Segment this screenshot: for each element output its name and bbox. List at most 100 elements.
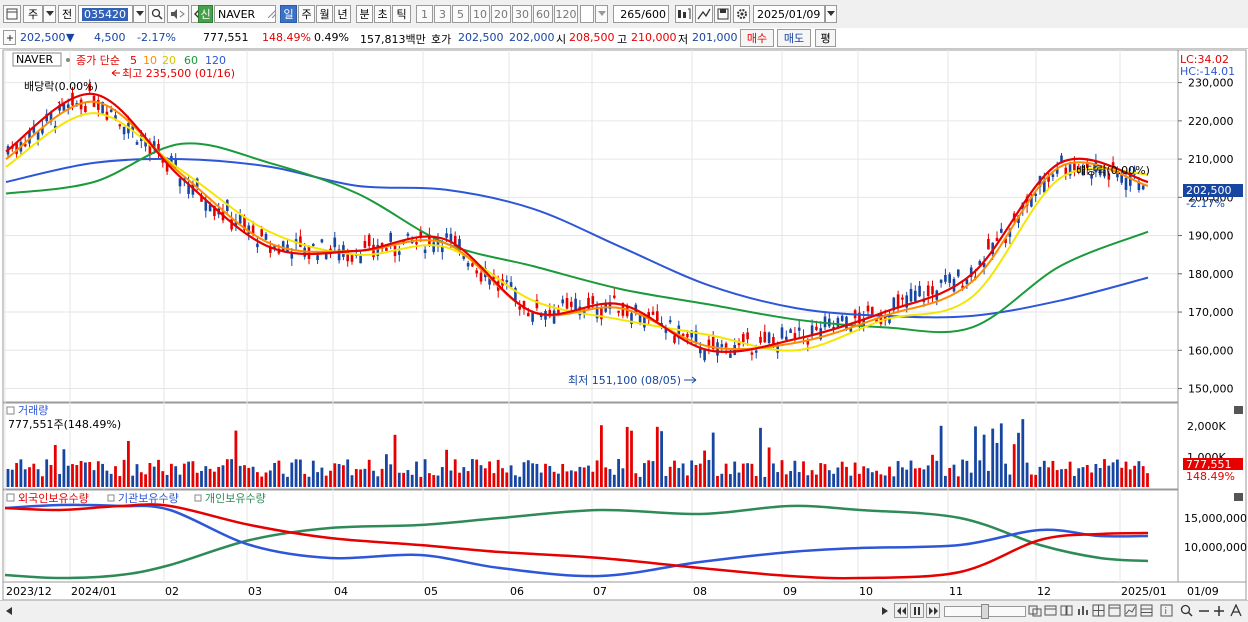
first-page-icon[interactable] <box>894 603 908 618</box>
x-tick-label: 12 <box>1037 585 1051 598</box>
evaluate-button[interactable]: 평 <box>815 29 836 47</box>
drawing-tool-icon[interactable] <box>695 5 713 23</box>
interval-1[interactable]: 1 <box>416 5 433 23</box>
volume-bar <box>578 466 582 487</box>
volume-panel-close-icon[interactable] <box>1234 406 1243 414</box>
stock-type-dropdown[interactable] <box>43 5 56 23</box>
panel-icon[interactable] <box>1108 604 1122 618</box>
volume-bar <box>440 467 444 487</box>
period-tab-minute[interactable]: 분 <box>356 5 373 23</box>
interval-5[interactable]: 5 <box>452 5 469 23</box>
zoom-out-icon[interactable] <box>1198 604 1210 618</box>
stock-code-input[interactable]: 035420 <box>78 5 133 23</box>
candle-body <box>449 233 453 243</box>
compare-icon[interactable] <box>1028 604 1042 618</box>
volume-bar <box>1090 472 1093 487</box>
candle-body <box>608 302 612 309</box>
period-tab-day[interactable]: 일 <box>280 5 297 23</box>
sound-icon[interactable] <box>167 5 189 23</box>
candle-body <box>419 231 423 237</box>
calendar-dropdown[interactable] <box>825 5 837 23</box>
volume-bar <box>935 460 939 487</box>
high-arrow-icon <box>111 69 120 77</box>
settings-gear-icon[interactable] <box>733 5 750 23</box>
data-count-input[interactable]: 265/600 <box>613 5 669 23</box>
candle-body <box>1060 155 1063 163</box>
candle-body <box>767 332 771 343</box>
candle-body <box>711 336 715 350</box>
ask-price-2: 202,000 <box>509 31 555 44</box>
interval-3[interactable]: 3 <box>434 5 451 23</box>
tab-prev[interactable]: 전 <box>58 5 76 23</box>
date-input[interactable]: 2025/01/09 <box>753 5 825 23</box>
volume-bar <box>1085 465 1089 487</box>
volume-bar <box>552 471 556 487</box>
holdings-panel-close-icon[interactable] <box>1234 493 1243 501</box>
expand-icon[interactable] <box>3 30 16 45</box>
candle-body <box>45 113 48 122</box>
auto-scale-icon[interactable] <box>1229 603 1243 618</box>
volume-bar <box>711 432 715 487</box>
candle-body <box>746 332 749 340</box>
chart-tools-icon[interactable] <box>675 5 693 23</box>
candle-body <box>982 263 986 268</box>
interval-60[interactable]: 60 <box>533 5 553 23</box>
ma-line-60 <box>5 142 1149 334</box>
dividend-arrow-icon <box>57 98 67 107</box>
volume-bar <box>845 466 848 487</box>
interval-30[interactable]: 30 <box>512 5 532 23</box>
volume-bar <box>19 459 23 487</box>
volume-bar <box>625 426 629 487</box>
interval-20[interactable]: 20 <box>491 5 511 23</box>
period-tab-second[interactable]: 초 <box>374 5 391 23</box>
volume-bars <box>6 419 1149 487</box>
x-tick-label: 07 <box>593 585 607 598</box>
zoom-in-icon[interactable] <box>1213 604 1225 618</box>
chart-type-icon[interactable] <box>1076 604 1090 618</box>
interval-dropdown[interactable] <box>595 5 608 23</box>
candle-body <box>552 310 556 324</box>
interval-120[interactable]: 120 <box>554 5 578 23</box>
stock-name-field[interactable]: NAVER <box>214 5 276 23</box>
chart-menu-icon[interactable] <box>3 5 21 23</box>
window-icon[interactable] <box>1044 604 1058 618</box>
period-tab-year[interactable]: 년 <box>334 5 351 23</box>
search-icon[interactable] <box>148 5 165 23</box>
period-tab-week[interactable]: 주 <box>298 5 315 23</box>
table-icon[interactable] <box>1140 604 1154 618</box>
volume-bar <box>591 471 595 487</box>
volume-bar <box>643 463 646 487</box>
interval-10[interactable]: 10 <box>470 5 490 23</box>
volume-bar <box>445 449 448 487</box>
volume-bar <box>995 442 999 487</box>
last-page-icon[interactable] <box>926 603 940 618</box>
layout-icon[interactable] <box>1060 604 1074 618</box>
volume-bar <box>28 467 31 487</box>
period-tab-month[interactable]: 월 <box>316 5 333 23</box>
candle-body <box>1090 174 1093 179</box>
buy-button[interactable]: 매수 <box>740 29 774 47</box>
tab-stock[interactable]: 주 <box>23 5 43 23</box>
volume-bar <box>759 427 762 487</box>
indicator-icon[interactable] <box>1124 604 1138 618</box>
volume-bar <box>806 475 810 487</box>
grid-icon[interactable] <box>1092 604 1106 618</box>
sell-button[interactable]: 매도 <box>777 29 811 47</box>
volume-bar <box>337 463 341 487</box>
zoom-slider[interactable] <box>944 604 1026 619</box>
info-icon[interactable]: i <box>1160 604 1174 618</box>
interval-custom-input[interactable] <box>580 5 594 23</box>
legend-individual: 개인보유수량 <box>205 492 266 505</box>
zoom-search-icon[interactable] <box>1180 604 1194 618</box>
pause-icon[interactable] <box>910 603 924 618</box>
period-tab-tick[interactable]: 틱 <box>392 5 411 23</box>
scroll-right-icon[interactable] <box>878 603 892 618</box>
volume-bar <box>574 471 577 487</box>
volume-bar <box>703 450 706 487</box>
zoom-slider-handle[interactable] <box>981 604 989 619</box>
stock-chart[interactable]: NAVER 종가 단순 5 10 20 60 120 LC:34.02 HC:-… <box>0 48 1248 621</box>
scroll-left-icon[interactable] <box>2 603 16 618</box>
stock-code-dropdown[interactable] <box>133 5 146 23</box>
volume-bar <box>557 473 560 487</box>
save-icon[interactable] <box>714 5 731 23</box>
